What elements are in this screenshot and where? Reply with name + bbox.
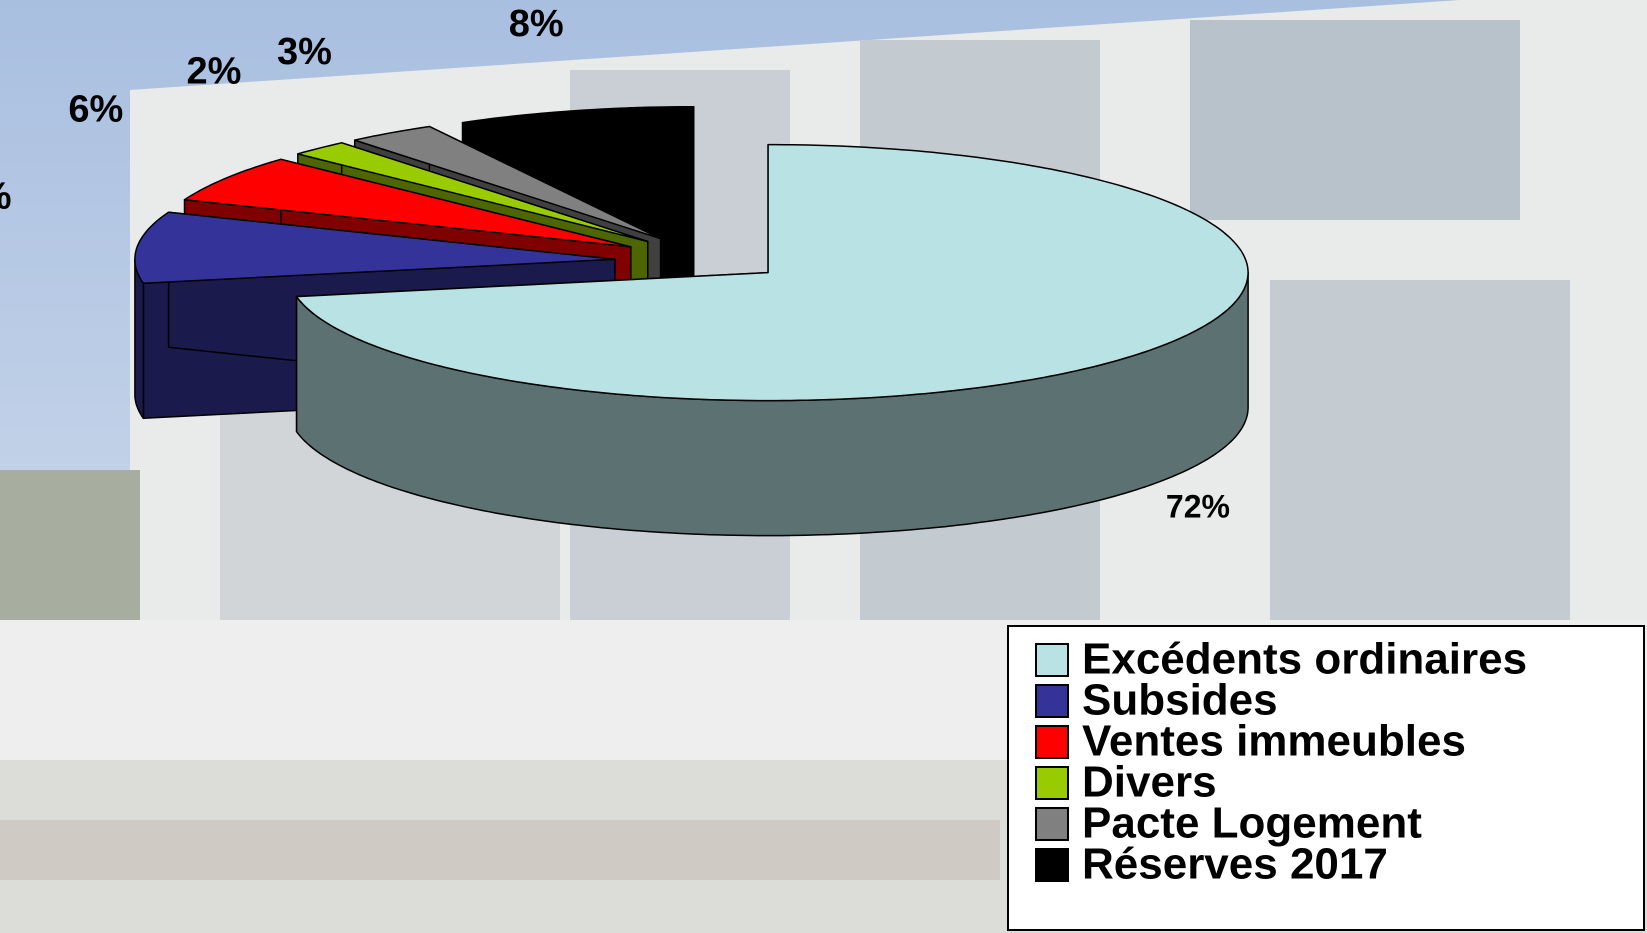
slice-top xyxy=(461,105,695,236)
legend-swatch xyxy=(1035,766,1069,800)
legend-swatch xyxy=(1035,725,1069,759)
legend-swatch xyxy=(1035,807,1069,841)
legend-label: Subsides xyxy=(1082,676,1278,725)
data-label: 9% xyxy=(0,175,12,217)
data-label: 2% xyxy=(187,50,242,92)
slice-top xyxy=(183,158,632,248)
legend-swatch xyxy=(1035,848,1069,882)
slice-top xyxy=(134,211,616,285)
data-label: 3% xyxy=(277,31,332,73)
data-label: 6% xyxy=(68,88,123,130)
slice-top xyxy=(353,125,662,240)
slice-outer-side xyxy=(134,258,145,420)
pie-slice xyxy=(295,143,1249,537)
pie xyxy=(134,105,1249,537)
data-label: 72% xyxy=(1166,489,1230,525)
legend-label: Pacte Logement xyxy=(1082,799,1422,848)
legend-label: Divers xyxy=(1082,758,1217,807)
legend-label: Ventes immeubles xyxy=(1082,717,1466,766)
slice-top xyxy=(295,143,1249,402)
slice-top xyxy=(297,142,649,243)
legend-swatch xyxy=(1035,684,1069,718)
legend-swatch xyxy=(1035,643,1069,677)
legend-label: Excédents ordinaires xyxy=(1082,635,1527,684)
legend-label: Réserves 2017 xyxy=(1082,840,1388,889)
data-label: 8% xyxy=(509,3,564,45)
legend-box xyxy=(1007,625,1645,931)
